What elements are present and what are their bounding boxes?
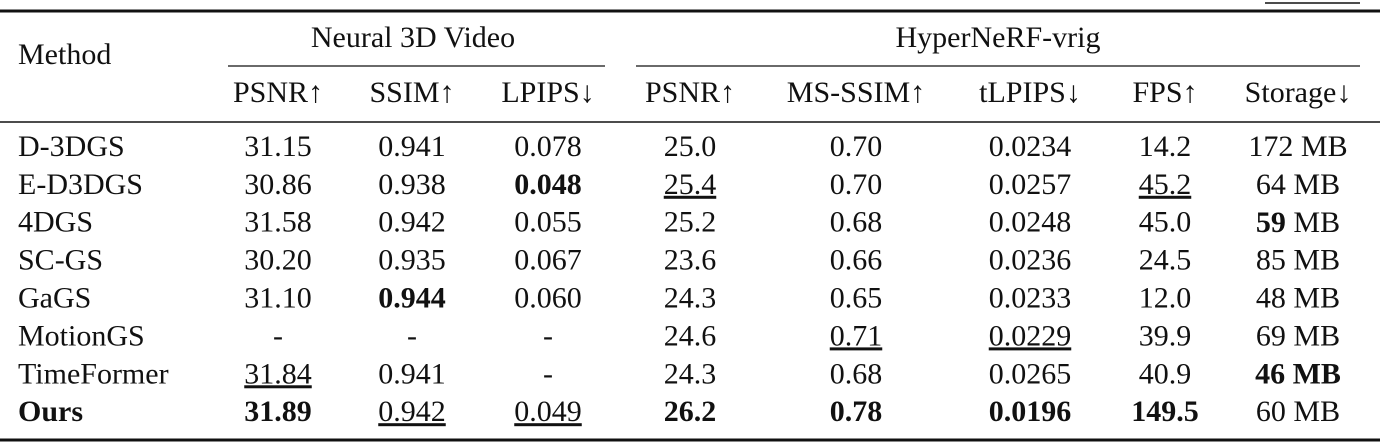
cell-value: 0.68: [830, 357, 883, 390]
cell-value: 0.0265: [989, 357, 1072, 390]
cell-value: 0.942: [378, 395, 446, 428]
column-header: FPS↑: [1132, 76, 1197, 109]
cell-value: 0.70: [830, 130, 883, 163]
method-name: D-3DGS: [18, 130, 125, 163]
cell-value: 23.6: [664, 244, 717, 277]
cell-value: 31.89: [244, 395, 312, 428]
cell-value: 0.935: [378, 244, 446, 277]
column-header: SSIM↑: [369, 76, 454, 109]
cell-value: 60 MB: [1256, 395, 1340, 428]
cell-value: 24.6: [664, 319, 717, 352]
cell-value: 39.9: [1139, 319, 1192, 352]
cell-value: 0.942: [378, 206, 446, 239]
cell-value: 0.938: [378, 168, 446, 201]
method-name: MotionGS: [18, 319, 145, 352]
cell-value: 0.944: [378, 281, 446, 314]
cell-value: 0.941: [378, 130, 446, 163]
method-name: Ours: [18, 395, 83, 428]
cell-value: 24.5: [1139, 244, 1192, 277]
cell-value: 0.0234: [989, 130, 1072, 163]
cell-value: -: [543, 357, 553, 390]
method-header: Method: [18, 38, 111, 71]
method-name: 4DGS: [18, 206, 93, 239]
column-header: PSNR↑: [645, 76, 735, 109]
cell-value: 0.941: [378, 357, 446, 390]
cell-value: 26.2: [664, 395, 717, 428]
cell-value: 31.10: [244, 281, 312, 314]
cell-value: 45.0: [1139, 206, 1192, 239]
cell-value: 0.0236: [989, 244, 1072, 277]
method-name: SC-GS: [18, 244, 103, 277]
cell-value: -: [273, 319, 283, 352]
cell-value: 64 MB: [1256, 168, 1340, 201]
column-header: MS-SSIM↑: [787, 76, 925, 109]
cell-value: 0.0196: [989, 395, 1072, 428]
cell-value: 0.078: [514, 130, 582, 163]
cell-value: 31.15: [244, 130, 312, 163]
cell-value: 0.65: [830, 281, 883, 314]
method-name: TimeFormer: [18, 357, 169, 390]
cell-value: 48 MB: [1256, 281, 1340, 314]
cell-value: 40.9: [1139, 357, 1192, 390]
cell-value: 12.0: [1139, 281, 1192, 314]
column-header: tLPIPS↓: [979, 76, 1081, 109]
cell-value: 30.86: [244, 168, 312, 201]
cell-value: 0.66: [830, 244, 883, 277]
cell-value: 172 MB: [1248, 130, 1347, 163]
cell-value: 25.2: [664, 206, 717, 239]
cell-value: 0.060: [514, 281, 582, 314]
method-name: GaGS: [18, 281, 91, 314]
cell-value: 0.0233: [989, 281, 1072, 314]
cell-value: 45.2: [1139, 168, 1192, 201]
column-header: PSNR↑: [233, 76, 323, 109]
cell-value: -: [543, 319, 553, 352]
cell-value: 85 MB: [1256, 244, 1340, 277]
cell-value: 0.055: [514, 206, 582, 239]
cell-value: 0.71: [830, 319, 883, 352]
cell-value: 0.68: [830, 206, 883, 239]
cell-value: 0.067: [514, 244, 582, 277]
cell-value: 0.0229: [989, 319, 1072, 352]
cell-value: 25.4: [664, 168, 717, 201]
cell-value: -: [407, 319, 417, 352]
cell-value: 25.0: [664, 130, 717, 163]
column-header: Storage↓: [1245, 76, 1352, 109]
cell-value: 14.2: [1139, 130, 1192, 163]
column-header: LPIPS↓: [501, 76, 594, 109]
cell-value: 31.58: [244, 206, 312, 239]
cell-value: 24.3: [664, 357, 717, 390]
method-name: E-D3DGS: [18, 168, 143, 201]
cell-value: 0.048: [514, 168, 582, 201]
cell-value: 0.0248: [989, 206, 1072, 239]
cell-value: 0.0257: [989, 168, 1072, 201]
cell-value: 0.70: [830, 168, 883, 201]
cell-value: 31.84: [244, 357, 312, 390]
cell-value: 149.5: [1131, 395, 1199, 428]
group-header: HyperNeRF-vrig: [896, 21, 1101, 54]
cell-value: 59 MB: [1256, 206, 1340, 239]
cell-value: 0.78: [830, 395, 883, 428]
cell-value: 0.049: [514, 395, 582, 428]
cell-value: 46 MB: [1255, 357, 1341, 390]
cell-value: 24.3: [664, 281, 717, 314]
cell-value: 69 MB: [1256, 319, 1340, 352]
cell-value: 30.20: [244, 244, 312, 277]
group-header: Neural 3D Video: [311, 21, 515, 54]
